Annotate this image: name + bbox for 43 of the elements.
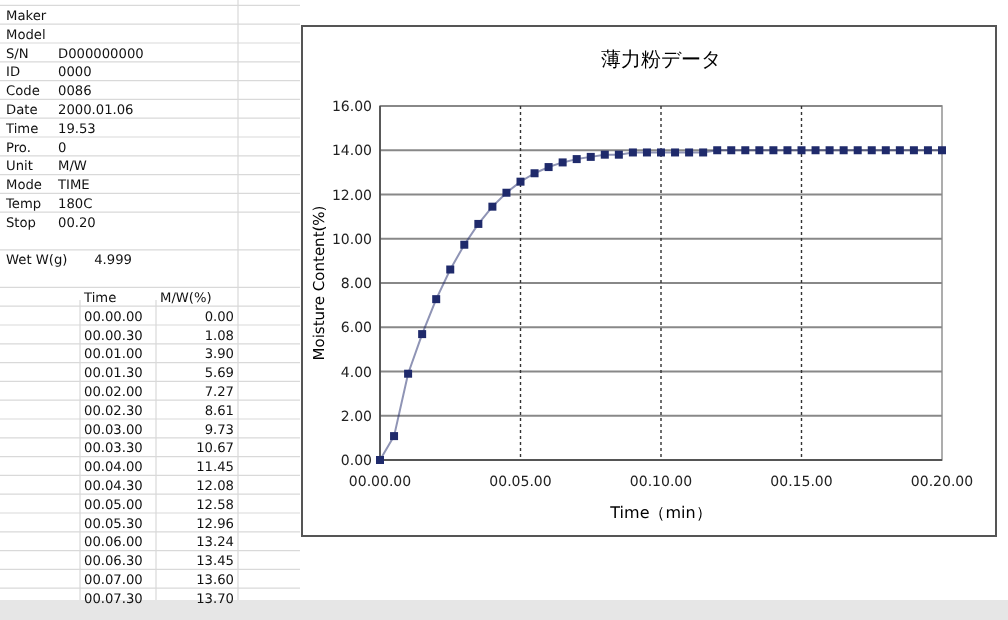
- point: [853, 146, 862, 155]
- point: [755, 146, 764, 155]
- point: [404, 369, 413, 378]
- point: [572, 155, 581, 164]
- point: [699, 148, 708, 157]
- point: [614, 150, 623, 159]
- point: [825, 146, 834, 155]
- point: [769, 146, 778, 155]
- point: [600, 150, 609, 159]
- point: [628, 148, 637, 157]
- point: [460, 240, 469, 249]
- point: [657, 148, 665, 157]
- point: [839, 146, 848, 155]
- point: [797, 146, 806, 155]
- point: [938, 146, 946, 155]
- point: [530, 169, 539, 178]
- point: [783, 146, 792, 155]
- point: [502, 188, 511, 197]
- point: [727, 146, 736, 155]
- point: [881, 146, 890, 155]
- point: [923, 146, 932, 155]
- chart-title: 薄力粉データ: [601, 48, 721, 72]
- point: [741, 146, 750, 155]
- point: [909, 146, 918, 155]
- point: [713, 146, 722, 155]
- point: [544, 163, 553, 172]
- point: [474, 219, 483, 228]
- point: [811, 146, 820, 155]
- point: [685, 148, 694, 157]
- point: [516, 177, 525, 186]
- point: [432, 295, 441, 304]
- point: [418, 330, 427, 339]
- point: [895, 146, 904, 155]
- point: [586, 152, 595, 161]
- point: [446, 265, 455, 274]
- point: [867, 146, 876, 155]
- point: [558, 158, 567, 167]
- point: [376, 456, 384, 464]
- point: [671, 148, 680, 157]
- x-axis-title: Time（min）: [608, 504, 712, 522]
- point: [390, 432, 399, 441]
- point: [488, 202, 497, 211]
- point: [642, 148, 651, 157]
